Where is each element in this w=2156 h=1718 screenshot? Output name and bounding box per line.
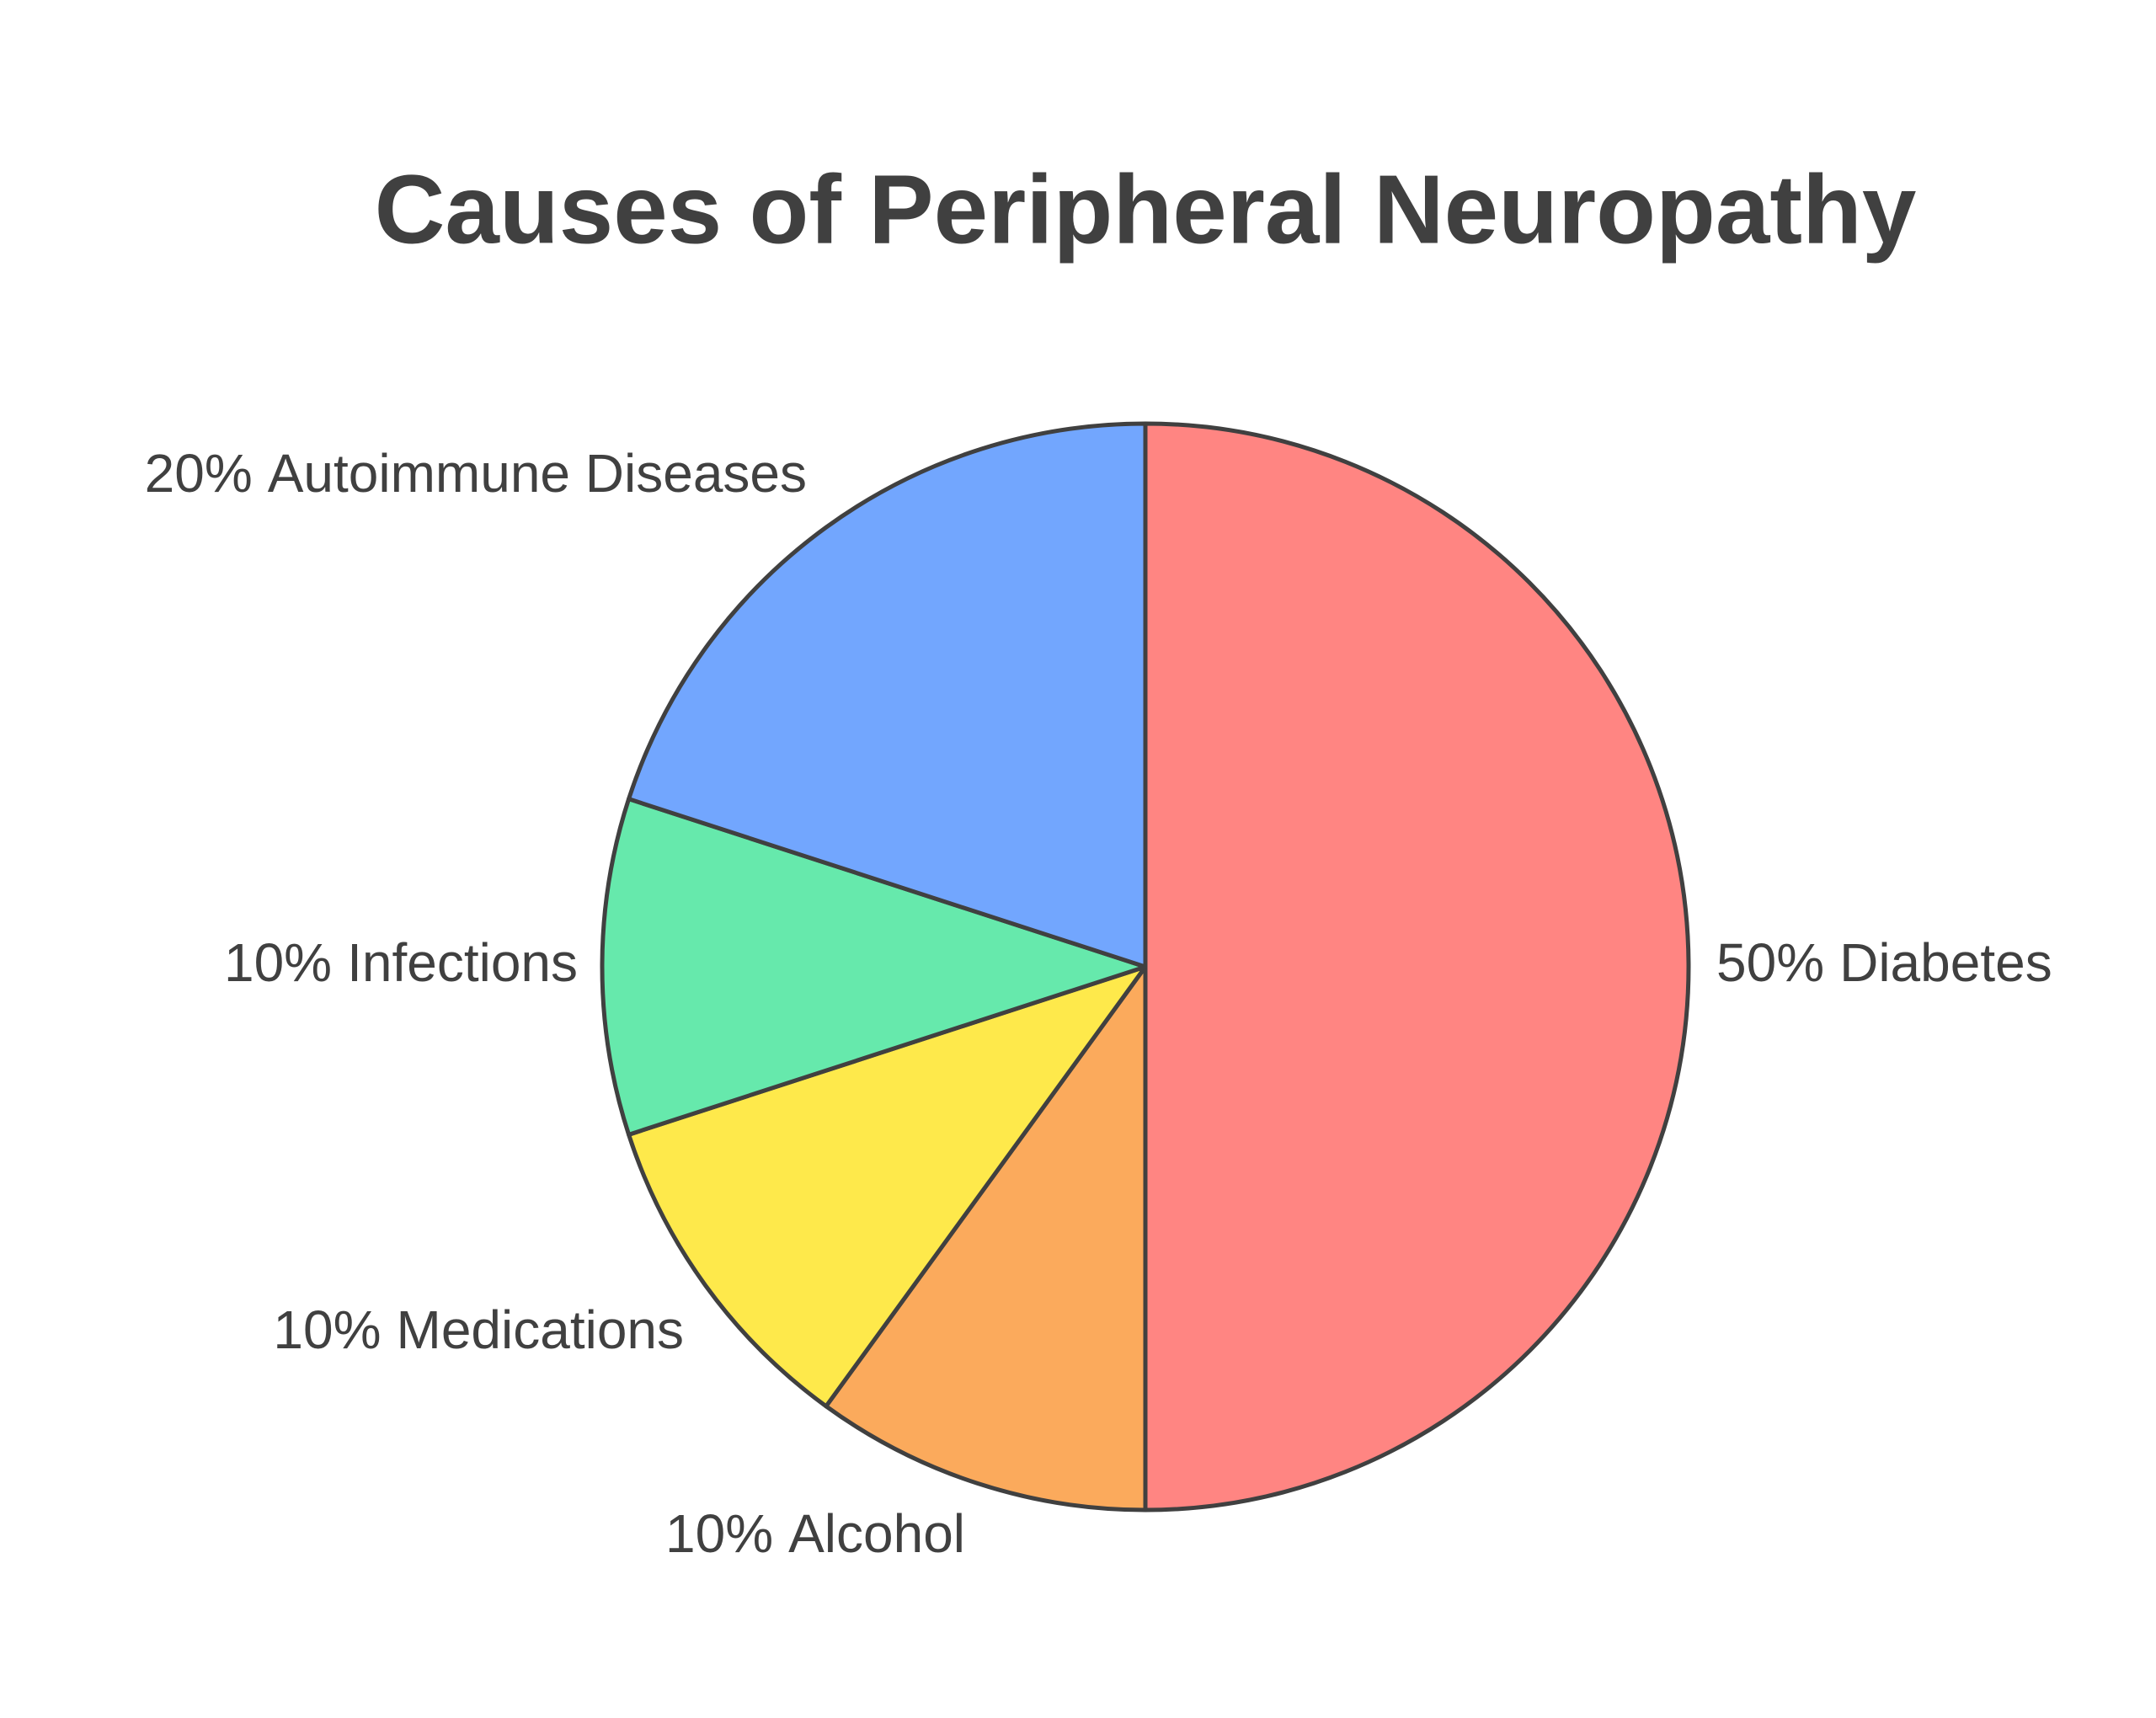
slice-label: 10% Alcohol	[665, 1503, 965, 1564]
value-label: 50%	[1716, 932, 1824, 993]
value-label: 10%	[665, 1503, 773, 1564]
pie-slice	[627, 421, 1148, 969]
slice-label: 20% Autoimmune Diseases	[145, 443, 807, 504]
value-label: 20%	[145, 443, 253, 504]
pie-slice	[1143, 421, 1691, 1513]
value-label: 10%	[273, 1299, 381, 1360]
slice-label: 50% Diabetes	[1716, 932, 2052, 993]
category-label: Alcohol	[788, 1503, 965, 1564]
slice-label: 10% Medications	[273, 1299, 684, 1360]
category-label: Infections	[347, 932, 578, 993]
category-label: Medications	[397, 1299, 685, 1360]
category-label: Autoimmune Diseases	[268, 443, 807, 504]
category-label: Diabetes	[1839, 932, 2052, 993]
pie-slice	[824, 964, 1148, 1513]
slice-label: 10% Infections	[224, 932, 578, 993]
chart-title: Causes of Peripheral Neuropathy	[375, 155, 1917, 264]
value-label: 10%	[224, 932, 332, 993]
pie-slice	[600, 797, 1148, 1137]
pie-slice	[627, 964, 1148, 1409]
